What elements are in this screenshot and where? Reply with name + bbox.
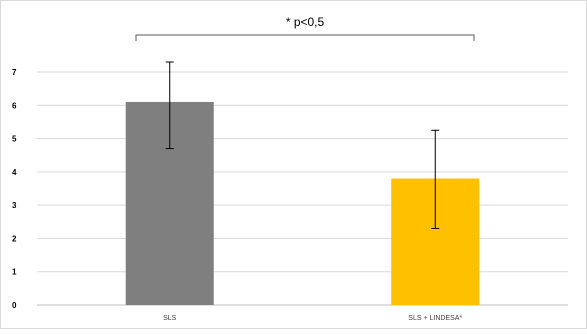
significance-bracket [135, 34, 475, 41]
y-tick-label: 1 [12, 268, 17, 277]
y-tick-label: 3 [12, 201, 17, 210]
category-label: SLS [163, 315, 177, 322]
significance-label: * p<0,5 [286, 15, 325, 29]
y-tick-label: 5 [12, 135, 17, 144]
y-tick-label: 0 [12, 301, 17, 310]
y-tick-label: 2 [12, 234, 17, 243]
y-tick-label: 6 [12, 101, 17, 110]
y-tick-label: 7 [12, 68, 17, 77]
category-label: SLS + LINDESA* [408, 315, 462, 322]
y-tick-label: 4 [12, 168, 17, 177]
